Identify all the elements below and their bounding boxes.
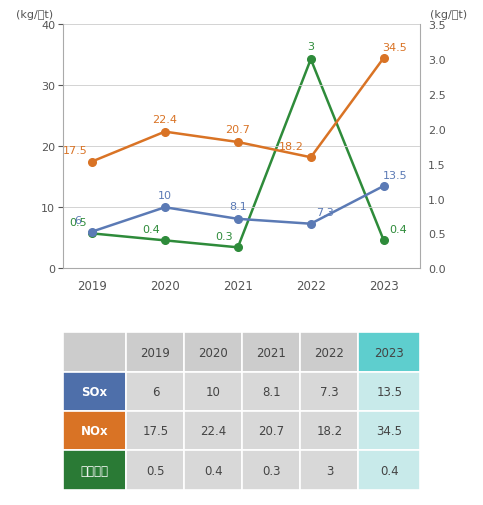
Bar bbox=[358, 450, 420, 490]
Text: 18.2: 18.2 bbox=[316, 425, 342, 437]
Text: 6: 6 bbox=[152, 385, 159, 398]
Bar bbox=[242, 450, 300, 490]
Bar bbox=[185, 333, 242, 372]
Text: 2020: 2020 bbox=[199, 346, 228, 359]
Bar bbox=[242, 333, 300, 372]
Text: 0.4: 0.4 bbox=[142, 225, 160, 234]
Text: 2021: 2021 bbox=[256, 346, 286, 359]
Bar bbox=[300, 333, 358, 372]
Text: (kg/千t): (kg/千t) bbox=[429, 11, 467, 20]
Text: 8.1: 8.1 bbox=[229, 201, 247, 212]
Text: 22.4: 22.4 bbox=[153, 115, 177, 125]
Text: 22.4: 22.4 bbox=[200, 425, 227, 437]
Bar bbox=[127, 333, 185, 372]
Text: 0.3: 0.3 bbox=[262, 464, 281, 477]
Text: 0.4: 0.4 bbox=[389, 225, 407, 234]
Text: 17.5: 17.5 bbox=[142, 425, 169, 437]
Text: 34.5: 34.5 bbox=[383, 42, 407, 53]
Text: 20.7: 20.7 bbox=[258, 425, 284, 437]
Text: 2023: 2023 bbox=[374, 346, 404, 359]
Text: 0.4: 0.4 bbox=[380, 464, 398, 477]
Text: (kg/千t): (kg/千t) bbox=[16, 11, 54, 20]
Text: 3: 3 bbox=[326, 464, 333, 477]
Bar bbox=[358, 372, 420, 411]
Bar bbox=[300, 372, 358, 411]
Bar bbox=[127, 372, 185, 411]
Text: 17.5: 17.5 bbox=[63, 146, 88, 156]
Text: SOx: SOx bbox=[82, 385, 108, 398]
Text: 10: 10 bbox=[158, 190, 172, 200]
Text: 7.3: 7.3 bbox=[316, 208, 334, 218]
Text: 13.5: 13.5 bbox=[383, 170, 407, 180]
Bar bbox=[127, 450, 185, 490]
Text: 2019: 2019 bbox=[141, 346, 170, 359]
Text: 10: 10 bbox=[206, 385, 221, 398]
Text: 0.3: 0.3 bbox=[215, 231, 233, 241]
Text: 3: 3 bbox=[307, 42, 314, 53]
Bar bbox=[242, 411, 300, 450]
Bar bbox=[127, 411, 185, 450]
Text: 13.5: 13.5 bbox=[376, 385, 402, 398]
Text: ばいじん: ばいじん bbox=[81, 464, 109, 477]
Text: NOx: NOx bbox=[81, 425, 108, 437]
Bar bbox=[63, 450, 127, 490]
Text: 0.4: 0.4 bbox=[204, 464, 223, 477]
Bar bbox=[185, 372, 242, 411]
Text: 6: 6 bbox=[74, 216, 82, 226]
Text: 7.3: 7.3 bbox=[320, 385, 339, 398]
Text: 8.1: 8.1 bbox=[262, 385, 281, 398]
Text: 18.2: 18.2 bbox=[279, 141, 304, 152]
Text: 0.5: 0.5 bbox=[69, 218, 87, 228]
Bar bbox=[185, 450, 242, 490]
Text: 20.7: 20.7 bbox=[226, 125, 250, 135]
Bar bbox=[63, 333, 127, 372]
Bar bbox=[63, 411, 127, 450]
Text: 34.5: 34.5 bbox=[376, 425, 402, 437]
Bar bbox=[300, 411, 358, 450]
Text: 0.5: 0.5 bbox=[146, 464, 165, 477]
Bar bbox=[242, 372, 300, 411]
Bar bbox=[358, 411, 420, 450]
Text: 2022: 2022 bbox=[314, 346, 344, 359]
Bar bbox=[185, 411, 242, 450]
Bar bbox=[358, 333, 420, 372]
Bar bbox=[300, 450, 358, 490]
Bar bbox=[63, 372, 127, 411]
